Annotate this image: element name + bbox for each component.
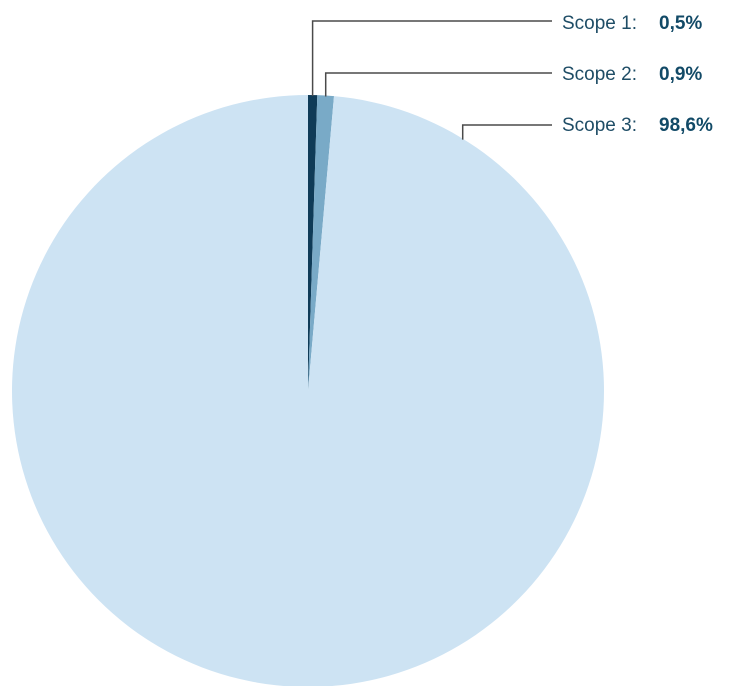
- slice-value-scope-2: 0,9%: [659, 64, 702, 85]
- slices-layer: [12, 95, 604, 686]
- pie-slice-3: [12, 95, 604, 686]
- slice-labels: Scope 1: 0,5% Scope 2: 0,9% Scope 3: 98,…: [562, 13, 713, 136]
- slice-value-scope-3: 98,6%: [659, 115, 713, 136]
- leader-line-3: [461, 124, 552, 140]
- leader-line-2: [324, 72, 552, 97]
- slice-label-scope-1: Scope 1:: [562, 13, 637, 34]
- leader-line-1: [311, 20, 552, 96]
- leader-lines: [311, 20, 552, 140]
- slice-label-scope-3: Scope 3:: [562, 115, 637, 136]
- pie-slice-1: [308, 95, 318, 391]
- pie-slice-2: [308, 95, 335, 391]
- slice-label-scope-2: Scope 2:: [562, 64, 637, 85]
- slice-value-scope-1: 0,5%: [659, 13, 702, 34]
